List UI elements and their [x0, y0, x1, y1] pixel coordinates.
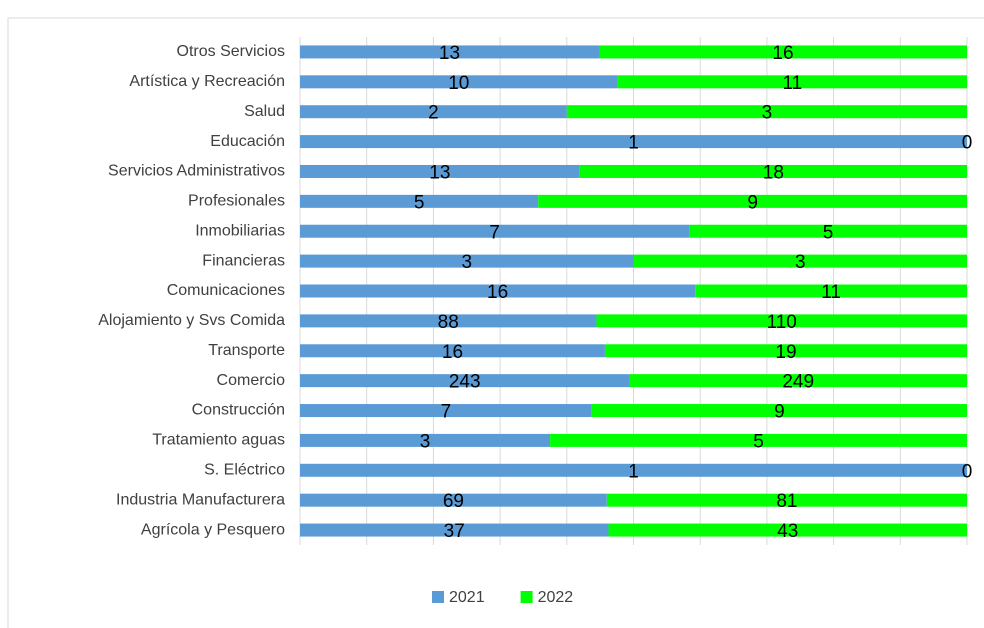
bar-segment: [629, 374, 967, 388]
y-tick-label: Industria Manufacturera: [116, 491, 285, 508]
data-label: 69: [443, 491, 464, 512]
y-tick-label: Agrícola y Pesquero: [141, 521, 285, 538]
data-label: 13: [439, 43, 460, 64]
bar-segment: [550, 433, 967, 447]
bar-segment: [695, 284, 967, 298]
legend-label: 2021: [449, 589, 485, 606]
data-label: 43: [777, 521, 798, 542]
bar-segment: [591, 404, 967, 418]
data-label: 16: [772, 43, 793, 64]
bar-segment: [300, 224, 690, 238]
bar-segment: [599, 45, 967, 59]
data-label: 7: [441, 402, 452, 423]
bar-segment: [300, 523, 609, 537]
data-label: 0: [962, 133, 973, 154]
data-label: 3: [461, 252, 472, 273]
bar-segment: [300, 135, 967, 149]
bar-segment: [300, 374, 630, 388]
data-label: 110: [767, 312, 797, 333]
data-label: 10: [448, 73, 469, 94]
data-label: 249: [782, 372, 814, 393]
bar-segment: [617, 75, 967, 89]
data-label: 81: [776, 491, 797, 512]
bar-segment: [300, 164, 580, 178]
y-tick-label: Profesionales: [188, 193, 285, 210]
bar-segment: [300, 314, 597, 328]
bar-segment: [579, 164, 967, 178]
y-tick-label: Construcción: [192, 402, 285, 419]
bar-segment: [566, 105, 967, 119]
data-label: 243: [449, 372, 481, 393]
data-label: 5: [414, 192, 425, 213]
bar-segment: [633, 254, 967, 268]
y-tick-label: Salud: [244, 103, 285, 120]
y-tick-label: Tratamiento aguas: [152, 432, 285, 449]
y-tick-label: Transporte: [208, 342, 285, 359]
bar-segment: [300, 433, 551, 447]
y-tick-label: Artística y Recreación: [129, 73, 285, 90]
data-label: 9: [747, 192, 758, 213]
bar-segment: [300, 194, 539, 208]
data-label: 1: [628, 461, 639, 482]
y-tick-label: Comercio: [217, 372, 286, 389]
bar-segment: [300, 404, 592, 418]
bar-segment: [300, 75, 618, 89]
data-label: 5: [753, 431, 764, 452]
data-label: 3: [795, 252, 806, 273]
y-tick-label: Inmobiliarias: [195, 222, 285, 239]
data-label: 11: [821, 282, 841, 303]
data-label: 9: [774, 402, 785, 423]
bar-segment: [300, 463, 967, 477]
data-label: 7: [489, 222, 500, 243]
bar-segment: [604, 344, 967, 358]
bar-segment: [300, 105, 567, 119]
bar-segment: [300, 344, 605, 358]
bar-segment: [689, 224, 967, 238]
bar-segment: [300, 254, 634, 268]
bar-segment: [300, 45, 599, 59]
data-label: 16: [487, 282, 508, 303]
bar-segment: [300, 284, 696, 298]
data-label: 19: [775, 342, 796, 363]
y-tick-label: Financieras: [202, 252, 285, 269]
data-label: 3: [762, 103, 773, 124]
y-tick-label: Comunicaciones: [167, 282, 285, 299]
data-label: 0: [962, 461, 973, 482]
data-label: 16: [442, 342, 463, 363]
bar-segment: [608, 523, 967, 537]
bar-segment: [596, 314, 967, 328]
bar-segment: [538, 194, 967, 208]
data-label: 13: [429, 162, 450, 183]
data-label: 18: [763, 162, 784, 183]
legend-swatch: [520, 591, 533, 603]
bar-segment: [300, 493, 607, 507]
y-tick-label: S. Eléctrico: [204, 462, 285, 479]
data-label: 1: [628, 133, 639, 154]
y-tick-label: Otros Servicios: [177, 43, 285, 60]
data-label: 3: [420, 431, 431, 452]
y-tick-label: Educación: [210, 133, 285, 150]
y-tick-label: Servicios Administrativos: [108, 163, 285, 180]
legend-swatch: [432, 591, 444, 603]
bar-segment: [606, 493, 967, 507]
legend-label: 2022: [538, 589, 574, 606]
data-label: 2: [428, 103, 439, 124]
y-tick-label: Alojamiento y Svs Comida: [98, 312, 285, 329]
data-label: 37: [444, 521, 465, 542]
data-label: 11: [782, 73, 802, 94]
data-label: 88: [438, 312, 459, 333]
data-label: 5: [823, 222, 834, 243]
